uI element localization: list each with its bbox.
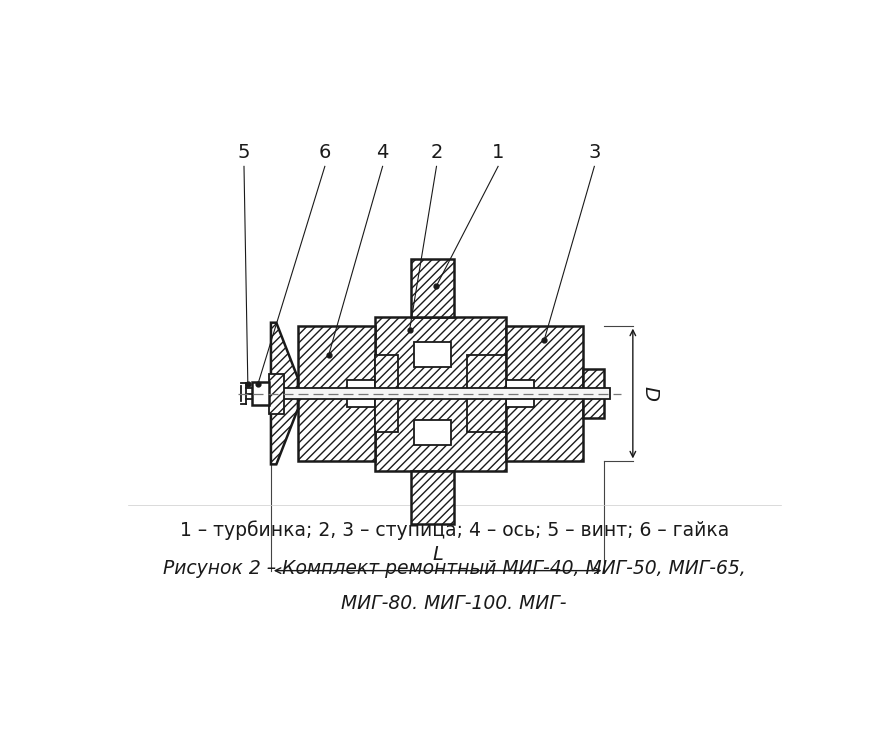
Bar: [268, 373, 284, 414]
Polygon shape: [270, 323, 298, 464]
Text: Рисунок 2 – Комплект ремонтный МИГ-40, МИГ-50, МИГ-65,: Рисунок 2 – Комплект ремонтный МИГ-40, М…: [163, 559, 745, 578]
Bar: [259, 388, 609, 399]
Bar: [252, 382, 268, 405]
Bar: [375, 316, 505, 471]
Bar: [298, 326, 375, 461]
Text: 3: 3: [587, 143, 600, 162]
Text: 1 – турбинка; 2, 3 – ступица; 4 – ось; 5 – винт; 6 – гайка: 1 – турбинка; 2, 3 – ступица; 4 – ось; 5…: [179, 520, 728, 540]
Bar: [346, 380, 375, 408]
Text: 4: 4: [376, 143, 388, 162]
Text: 6: 6: [318, 143, 330, 162]
Bar: [414, 342, 451, 367]
Text: 2: 2: [430, 143, 442, 162]
Bar: [410, 471, 454, 524]
Bar: [410, 259, 454, 316]
Bar: [414, 420, 451, 445]
Bar: [375, 355, 398, 432]
Bar: [582, 369, 603, 418]
Text: 5: 5: [237, 143, 250, 162]
Text: 1: 1: [492, 143, 504, 162]
Text: МИГ-80. МИГ-100. МИГ-: МИГ-80. МИГ-100. МИГ-: [341, 594, 566, 613]
Text: L: L: [431, 545, 443, 564]
Text: D: D: [640, 386, 659, 401]
Bar: [467, 355, 505, 432]
Bar: [505, 326, 582, 461]
Bar: [505, 380, 532, 408]
